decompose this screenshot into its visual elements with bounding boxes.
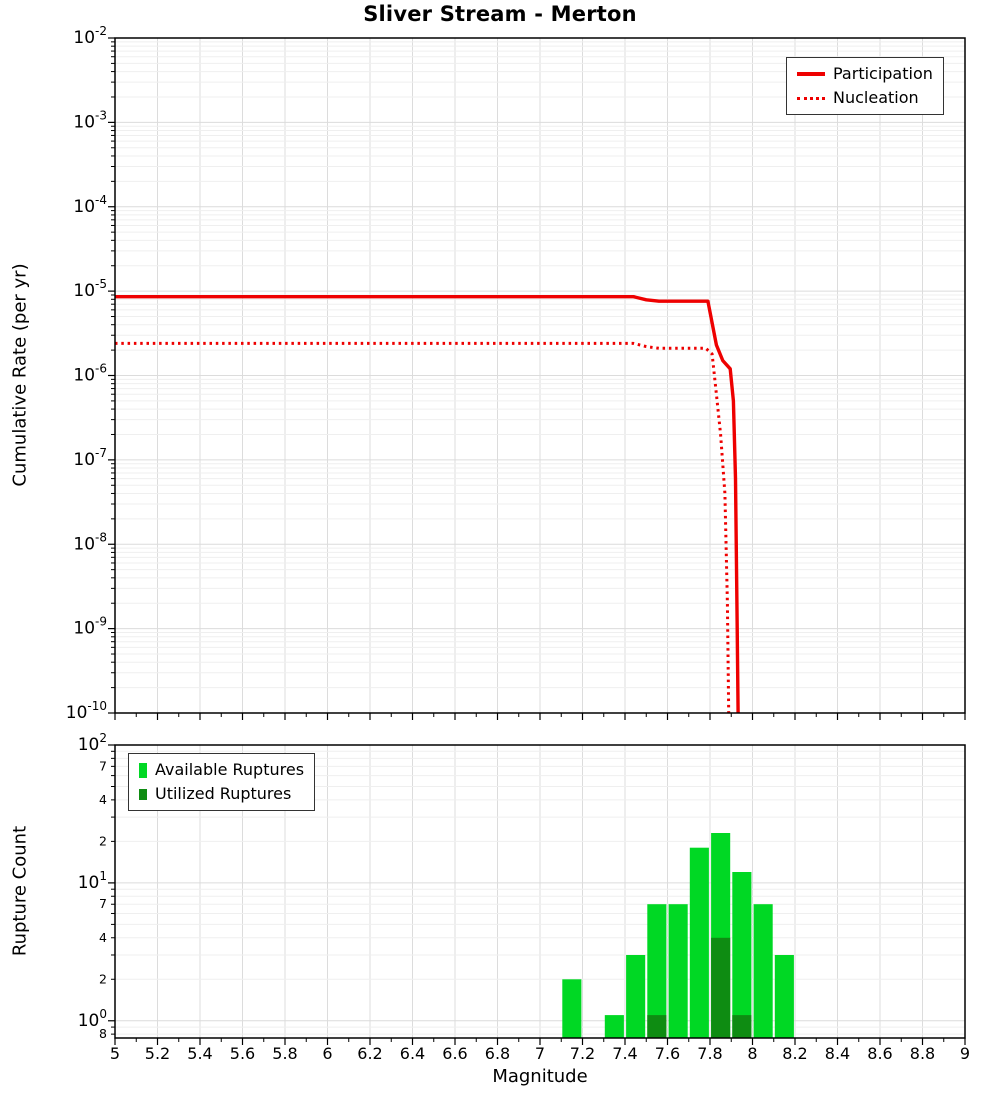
x-tick-label: 5.2 (145, 1044, 170, 1063)
y-tick-label: 10-5 (73, 277, 107, 301)
legend-item-nucleation: Nucleation (797, 90, 933, 106)
utilized-ruptures-bar (711, 937, 731, 1038)
utilized-ruptures-bar (647, 1015, 667, 1038)
legend-item-participation: Participation (797, 66, 933, 82)
chart-title: Sliver Stream - Merton (363, 2, 637, 26)
x-tick-label: 8.4 (825, 1044, 850, 1063)
y-tick-label: 10-3 (73, 108, 107, 132)
x-tick-label: 5.8 (272, 1044, 297, 1063)
top-chart-plot: 10-10 10-9 10-8 10-7 10-6 10-5 10-4 10-3 10-2 (66, 24, 966, 723)
y-tick-label: 10-2 (73, 24, 107, 48)
x-tick-label: 8.2 (782, 1044, 807, 1063)
nucleation-line (115, 341, 731, 713)
bottom-y-axis-label: Rupture Count (9, 825, 31, 957)
available-ruptures-bar (732, 872, 752, 1038)
x-axis-label: Magnitude (492, 1066, 588, 1087)
x-tick-label: 6.2 (357, 1044, 382, 1063)
available-ruptures-bar (604, 1015, 624, 1038)
legend-label-nucleation: Nucleation (833, 88, 919, 107)
available-ruptures-bar (689, 847, 709, 1038)
utilized-swatch (139, 788, 147, 800)
top-legend: Participation Nucleation (786, 57, 944, 115)
y-tick-label: 10-8 (73, 530, 107, 554)
x-tick-label: 6.6 (442, 1044, 467, 1063)
x-tick-label: 6 (322, 1044, 332, 1063)
y-minor-tick-label: 7 (99, 758, 107, 773)
x-tick-label: 7 (535, 1044, 545, 1063)
y-tick-label: 10-7 (73, 446, 107, 470)
x-tick-label: 7.2 (570, 1044, 595, 1063)
y-minor-tick-label: 4 (99, 930, 107, 945)
x-tick-label: 5 (110, 1044, 120, 1063)
x-tick-label: 8 (747, 1044, 757, 1063)
y-tick-label: 100 (78, 1007, 107, 1031)
available-ruptures-bar (562, 979, 582, 1038)
x-tick-label: 5.6 (230, 1044, 255, 1063)
y-tick-label: 10-9 (73, 615, 107, 639)
y-tick-label: 10-6 (73, 362, 107, 386)
bottom-chart-plot: 5 5.2 5.4 5.6 5.8 6 6.2 6.4 6.6 6.8 7 7.2 7.4 7.6 7.8 8… (78, 731, 970, 1063)
bottom-legend: Available Ruptures Utilized Ruptures (128, 753, 316, 811)
available-swatch (139, 762, 147, 778)
available-ruptures-bar (753, 904, 773, 1038)
x-tick-label: 8.6 (867, 1044, 892, 1063)
y-minor-tick-label: 2 (99, 971, 107, 986)
y-tick-label: 102 (78, 731, 107, 755)
available-ruptures-bar (668, 904, 688, 1038)
legend-item-available: Available Ruptures (139, 762, 304, 778)
utilized-ruptures-bar (732, 1015, 752, 1038)
legend-label-utilized: Utilized Ruptures (155, 784, 292, 803)
y-tick-label: 10-4 (73, 193, 107, 217)
x-tick-label: 7.4 (612, 1044, 637, 1063)
x-tick-label: 7.6 (655, 1044, 680, 1063)
y-minor-tick-label: 2 (99, 833, 107, 848)
legend-label-participation: Participation (833, 64, 933, 83)
participation-swatch (797, 72, 825, 76)
available-ruptures-bar (647, 904, 667, 1038)
legend-item-utilized: Utilized Ruptures (139, 786, 304, 802)
legend-label-available: Available Ruptures (155, 760, 305, 779)
x-tick-label: 6.8 (485, 1044, 510, 1063)
y-minor-tick-label: 7 (99, 896, 107, 911)
x-tick-label: 9 (960, 1044, 970, 1063)
top-y-axis-label: Cumulative Rate (per yr) (9, 263, 31, 487)
y-tick-label: 101 (78, 869, 107, 893)
x-tick-label: 7.8 (697, 1044, 722, 1063)
y-minor-tick-label: 8 (99, 1026, 107, 1041)
x-tick-label: 5.4 (187, 1044, 212, 1063)
nucleation-swatch (797, 96, 825, 100)
x-tick-label: 8.8 (910, 1044, 935, 1063)
available-ruptures-bar (774, 955, 794, 1038)
x-tick-label: 6.4 (400, 1044, 425, 1063)
participation-line (115, 295, 740, 713)
available-ruptures-bar (626, 955, 646, 1038)
y-tick-label: 10-10 (66, 699, 107, 723)
y-minor-tick-label: 4 (99, 792, 107, 807)
